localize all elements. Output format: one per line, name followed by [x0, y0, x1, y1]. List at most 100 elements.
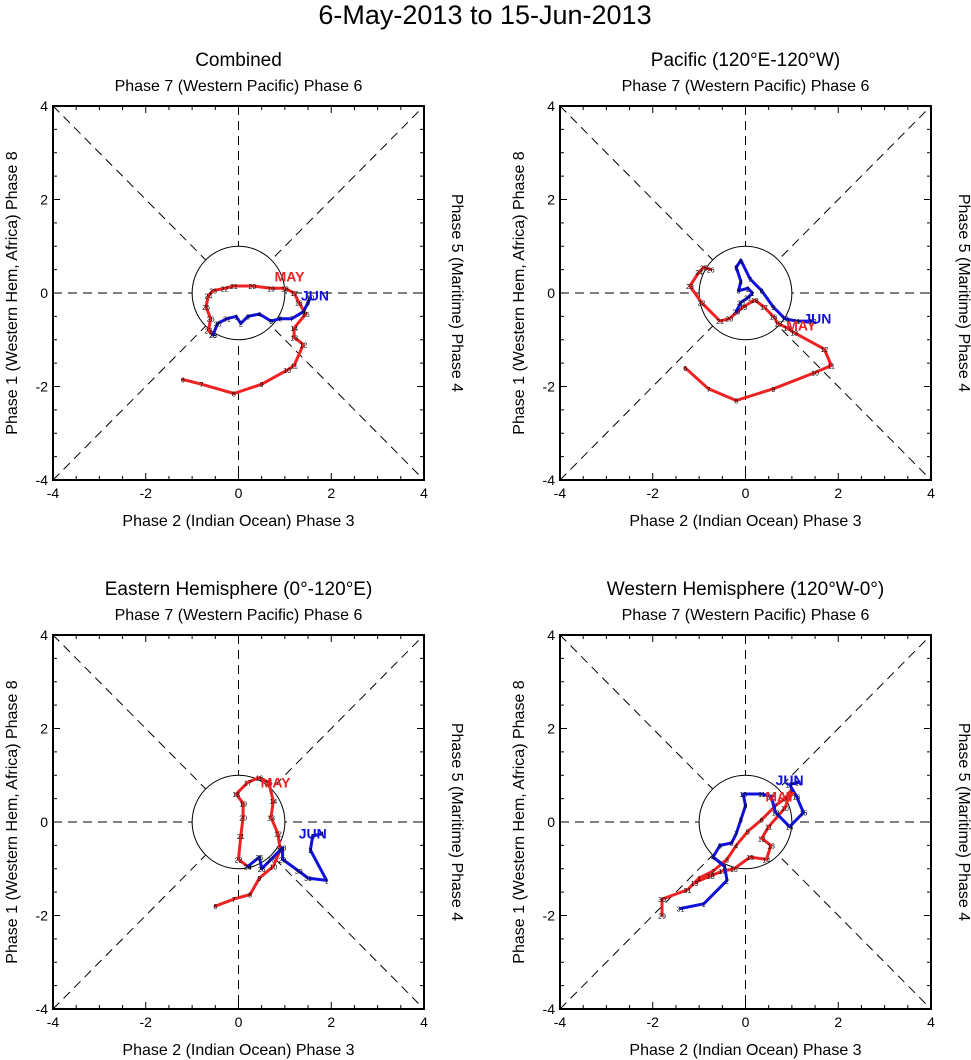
day-label: 4: [320, 832, 324, 839]
day-label: 9: [771, 387, 775, 394]
x-tick-label: 4: [420, 1014, 428, 1030]
day-label: 2: [308, 848, 312, 855]
day-label: 10: [739, 792, 747, 799]
day-label: 11: [291, 363, 298, 370]
day-label: 12: [274, 832, 282, 839]
day-label: 4: [739, 279, 743, 286]
right-axis-label: Phase 5 (Maritime) Phase 4: [448, 723, 465, 921]
left-axis-label: Phase 1 (Western Hem, Africa) Phase 8: [4, 151, 21, 434]
day-label: 8: [232, 392, 236, 399]
x-tick-label: 2: [834, 1014, 842, 1030]
series-line-may: [181, 284, 308, 395]
day-label: 8: [760, 289, 764, 296]
day-label: 30: [737, 300, 745, 307]
day-label: 30: [295, 869, 303, 876]
day-label: 3: [246, 314, 250, 321]
day-label: 31: [223, 317, 231, 324]
day-label: 7: [290, 317, 294, 324]
bottom-axis-label: Phase 2 (Indian Ocean) Phase 3: [122, 1042, 354, 1059]
day-label: 2: [711, 869, 715, 876]
top-axis-label: Phase 7 (Western Pacific) Phase 6: [622, 78, 870, 95]
day-label: 26: [207, 317, 215, 324]
day-label: 1: [325, 878, 329, 885]
day-label: 13: [267, 815, 275, 822]
y-tick-label: 4: [40, 627, 48, 643]
day-label: 7: [232, 897, 236, 904]
day-label: 9: [260, 382, 264, 389]
day-label: 14: [783, 326, 791, 333]
day-label: 19: [739, 305, 747, 312]
panel-title: Eastern Hemisphere (0°-120°E): [105, 579, 373, 600]
day-label: 5: [746, 829, 750, 836]
day-label: 17: [760, 305, 768, 312]
day-label: 19: [239, 801, 247, 808]
top-axis-label: Phase 7 (Western Pacific) Phase 6: [115, 607, 363, 624]
day-label: 24: [204, 293, 212, 300]
series-line-may: [683, 265, 833, 402]
y-tick-label: 4: [547, 98, 555, 114]
day-label: 22: [698, 300, 706, 307]
day-label: 8: [739, 818, 743, 825]
day-label: 28: [279, 846, 287, 853]
day-label: 27: [267, 857, 275, 864]
day-label: 20: [249, 284, 257, 291]
day-label: 14: [786, 825, 794, 832]
series-line-jun: [211, 296, 312, 337]
series-line-jun: [679, 780, 805, 910]
y-tick-label: -2: [36, 908, 49, 924]
y-tick-label: 2: [547, 192, 555, 208]
day-label: 22: [235, 857, 243, 864]
day-label: 13: [790, 331, 798, 338]
series-line-jun: [246, 832, 329, 882]
day-label: 26: [258, 867, 266, 874]
day-label: 20: [725, 317, 733, 324]
top-axis-label: Phase 7 (Western Pacific) Phase 6: [622, 607, 870, 624]
day-label: 17: [290, 291, 298, 298]
day-label: 2: [239, 321, 243, 328]
panel-title: Combined: [195, 50, 282, 71]
y-tick-label: 0: [547, 814, 555, 830]
day-label: 18: [707, 874, 715, 881]
day-label: 15: [746, 855, 754, 862]
day-label: 13: [772, 811, 780, 818]
series-line-jun: [734, 258, 815, 323]
day-label: 11: [758, 792, 765, 799]
day-label: 31: [744, 296, 752, 303]
day-label: 20: [239, 815, 247, 822]
x-tick-label: -2: [647, 1014, 660, 1030]
day-label: 19: [691, 881, 699, 888]
day-label: 18: [795, 780, 803, 787]
day-label: 4: [734, 843, 738, 850]
x-tick-label: 0: [742, 1014, 750, 1030]
left-axis-label: Phase 1 (Western Hem, Africa) Phase 8: [511, 680, 528, 963]
day-label: 30: [658, 897, 666, 904]
day-label: 1: [702, 902, 706, 909]
day-label: 7: [734, 832, 738, 839]
day-label: 23: [209, 289, 217, 296]
bottom-axis-label: Phase 2 (Indian Ocean) Phase 3: [629, 1042, 861, 1059]
month-label-may: MAY: [765, 788, 795, 804]
day-label: 4: [257, 312, 261, 319]
day-label: 3: [723, 864, 727, 871]
day-label: 9: [771, 305, 775, 312]
day-label: 29: [209, 333, 217, 340]
left-axis-label: Phase 1 (Western Hem, Africa) Phase 8: [511, 151, 528, 434]
day-label: 15: [800, 811, 808, 818]
panel-title: Western Hemisphere (120°W-0°): [607, 579, 884, 600]
day-label: 2: [746, 286, 750, 293]
x-tick-label: -2: [647, 485, 660, 501]
day-label: 6: [683, 366, 687, 373]
y-tick-label: 0: [40, 814, 48, 830]
panel-title: Pacific (120°E-120°W): [651, 50, 840, 71]
day-label: 1: [697, 876, 701, 883]
day-label: 7: [706, 387, 710, 394]
y-tick-label: 0: [40, 285, 48, 301]
x-tick-label: 2: [327, 485, 335, 501]
day-label: 7: [774, 804, 778, 811]
day-label: 14: [762, 857, 770, 864]
x-tick-label: -4: [47, 1014, 60, 1030]
unit-circle: [698, 245, 793, 341]
x-tick-label: 0: [235, 1014, 243, 1030]
day-label: 5: [718, 843, 722, 850]
